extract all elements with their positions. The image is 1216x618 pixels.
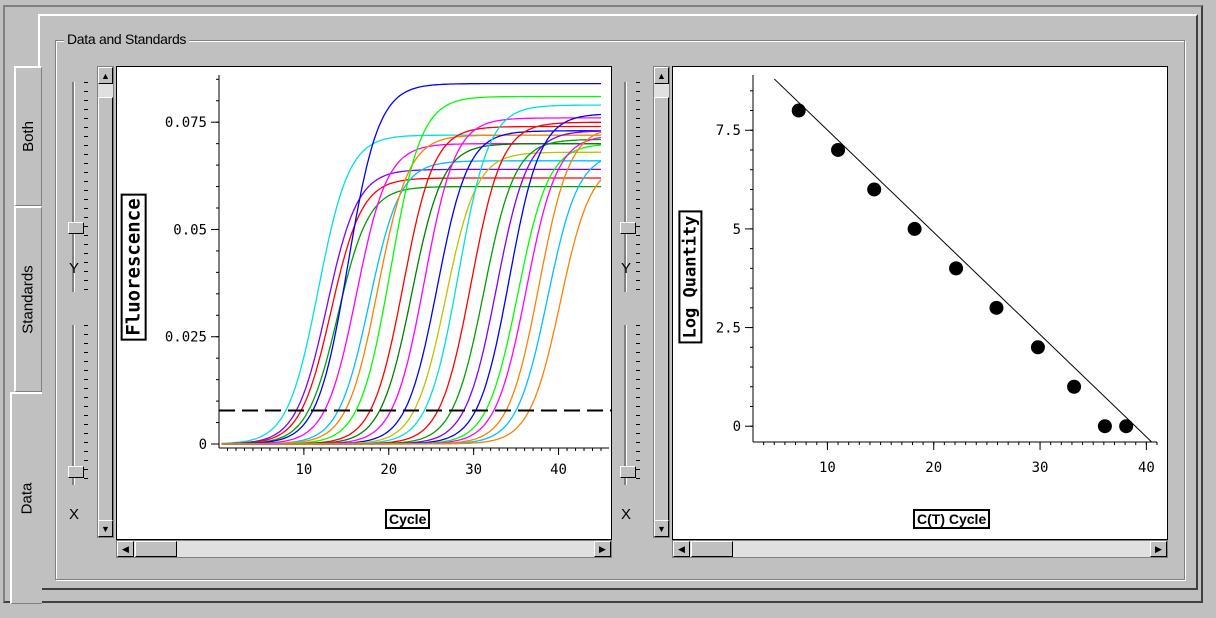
right-scroll-left-button[interactable]: ◀	[673, 541, 690, 557]
standard-point	[1030, 340, 1045, 355]
left-vertical-scrollbar[interactable]: ▲ ▼	[97, 66, 114, 538]
amplification-curve	[221, 179, 602, 445]
amplification-curve	[221, 136, 602, 445]
standard-point	[867, 182, 882, 197]
right-x-slider-label: X	[621, 506, 632, 523]
right-scroll-up-button[interactable]: ▲	[654, 67, 669, 84]
left-x-slider-thumb[interactable]	[68, 466, 84, 478]
standard-point	[1119, 419, 1134, 434]
left-hscroll-thumb[interactable]	[135, 541, 177, 557]
right-x-tick-label: 20	[925, 460, 942, 476]
amplification-curve	[221, 95, 601, 445]
amplification-curve	[221, 134, 601, 445]
right-y-tick-label: 5	[733, 222, 741, 238]
left-y-slider-label: Y	[69, 260, 80, 277]
tab-data-label: Data	[18, 482, 36, 515]
tab-standards[interactable]: Standards	[14, 206, 42, 392]
left-y-zoom-slider[interactable]: Y	[64, 70, 98, 320]
left-ylabel-box: Fluorescence	[121, 157, 147, 377]
left-scroll-right-button[interactable]: ▶	[594, 541, 611, 557]
left-scroll-up-button[interactable]: ▲	[98, 67, 113, 84]
left-x-slider-label: X	[69, 506, 80, 523]
standard-point	[907, 221, 922, 236]
right-x-slider-thumb[interactable]	[620, 466, 636, 478]
left-ylabel: Fluorescence	[121, 193, 147, 341]
standard-point	[949, 261, 964, 276]
right-horizontal-scrollbar[interactable]: ◀ ▶	[672, 540, 1168, 558]
left-y-slider-thumb[interactable]	[68, 222, 84, 234]
left-vscroll-thumb[interactable]	[98, 97, 113, 537]
standard-point	[831, 142, 846, 157]
right-x-tick-label: 30	[1032, 460, 1049, 476]
amplification-chart: 0 0.025 0.05 0.075 10 20 30 40	[165, 75, 611, 478]
right-hscroll-thumb[interactable]	[691, 541, 733, 557]
tab-data[interactable]: Data	[10, 392, 42, 604]
right-vertical-scrollbar[interactable]: ▲ ▼	[653, 66, 670, 538]
standard-point	[1067, 379, 1082, 394]
standard-curve-plot: 0 2.5 5 7.5 10 20 30 40 Log Quantity C(T) Cycle	[672, 66, 1168, 540]
right-y-zoom-slider[interactable]: Y	[616, 70, 650, 320]
right-scroll-right-button[interactable]: ▶	[1150, 541, 1167, 557]
standard-point	[1097, 419, 1112, 434]
amplification-curve	[221, 185, 601, 445]
left-xlabel: Cycle	[385, 509, 431, 529]
right-xlabel: C(T) Cycle	[913, 509, 991, 529]
right-x-zoom-slider[interactable]: X	[616, 320, 650, 540]
left-x-tick-label: 30	[465, 462, 482, 478]
amplification-curve	[221, 82, 601, 445]
left-y-tick-label: 0.025	[165, 330, 207, 346]
right-x-tick-label: 10	[819, 460, 836, 476]
amplification-curve	[221, 160, 602, 445]
standard-curve-chart: 0 2.5 5 7.5 10 20 30 40	[716, 75, 1158, 476]
left-x-zoom-slider[interactable]: X	[64, 320, 98, 540]
data-standards-group	[55, 40, 1185, 580]
amplification-curve	[221, 134, 601, 445]
group-title: Data and Standards	[64, 31, 190, 47]
amplification-plot: 0 0.025 0.05 0.075 10 20 30 40 Fluorescence Cyc…	[116, 66, 612, 540]
amplification-curve	[221, 138, 601, 445]
left-y-tick-label: 0	[199, 437, 207, 453]
left-y-tick-label: 0.05	[173, 222, 207, 238]
amplification-curve	[221, 160, 601, 445]
standard-point	[791, 103, 806, 118]
right-vscroll-thumb[interactable]	[654, 97, 669, 537]
left-y-tick-label: 0.075	[165, 115, 207, 131]
standard-point	[989, 300, 1004, 315]
right-y-tick-label: 0	[733, 419, 741, 435]
right-ylabel: Log Quantity	[678, 210, 703, 344]
right-y-slider-label: Y	[621, 260, 632, 277]
right-ylabel-box: Log Quantity	[678, 177, 703, 377]
amplification-curve	[221, 177, 601, 445]
tab-both-label: Both	[20, 121, 38, 152]
left-scroll-down-button[interactable]: ▼	[98, 520, 113, 537]
left-scroll-left-button[interactable]: ◀	[117, 541, 134, 557]
right-y-slider-thumb[interactable]	[620, 222, 636, 234]
right-scroll-down-button[interactable]: ▼	[654, 520, 669, 537]
right-y-tick-label: 2.5	[716, 321, 741, 337]
right-x-tick-label: 40	[1138, 460, 1155, 476]
left-x-tick-label: 40	[550, 462, 567, 478]
standard-fit-line	[773, 78, 1153, 443]
tab-standards-label: Standards	[20, 265, 38, 334]
left-x-tick-label: 20	[380, 462, 397, 478]
window-frame	[3, 5, 1203, 603]
tab-both[interactable]: Both	[14, 66, 42, 206]
left-horizontal-scrollbar[interactable]: ◀ ▶	[116, 540, 612, 558]
left-x-tick-label: 10	[295, 462, 312, 478]
right-y-tick-label: 7.5	[716, 123, 741, 139]
